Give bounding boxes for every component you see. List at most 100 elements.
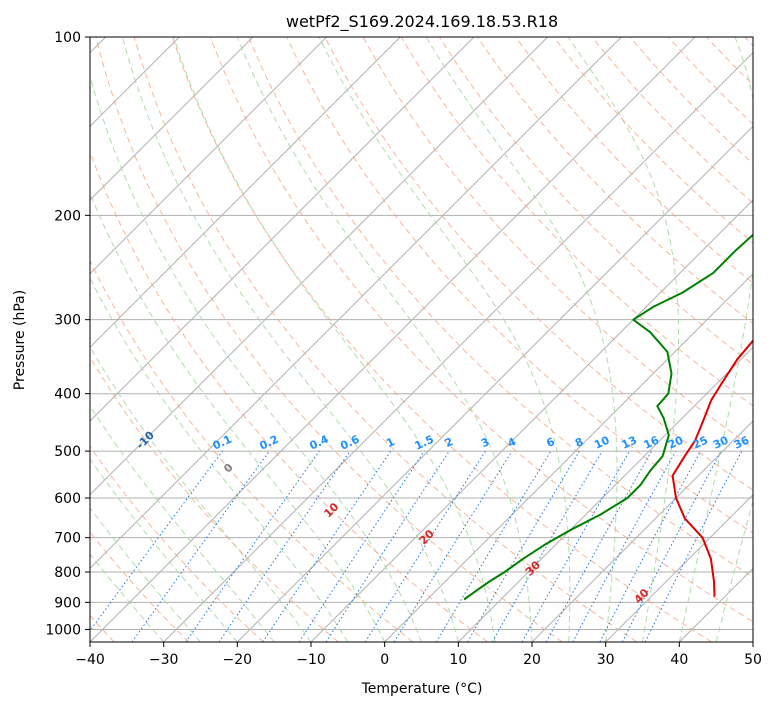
- moist-adiabat-line: [715, 499, 753, 642]
- isotherm-line: [531, 420, 753, 642]
- mixing-ratio-label: 20: [666, 433, 686, 451]
- dry-adiabat-label: 0: [221, 461, 236, 476]
- isotherm-line: [90, 37, 475, 422]
- isotherm-line: [605, 493, 753, 642]
- x-axis-label: Temperature (°C): [361, 681, 483, 697]
- moist-adiabat-line: [90, 507, 201, 642]
- mixing-ratio-label: 10: [592, 433, 612, 451]
- y-tick-label: 500: [54, 444, 81, 460]
- mixing-ratio-line: [298, 450, 425, 642]
- moist-adiabats: [90, 37, 753, 642]
- y-tick-label: 900: [54, 595, 81, 611]
- contour-labels: -100-90-80-70-60-50-40-30-20-10010203040…: [134, 428, 752, 606]
- dry-adiabat-line: [515, 37, 753, 284]
- moist-adiabat-line: [90, 74, 422, 642]
- x-tick-label: 10: [449, 652, 467, 668]
- y-tick-label: 600: [54, 491, 81, 507]
- mixing-ratio-label: 0.4: [307, 432, 330, 452]
- dry-adiabat-line: [90, 531, 190, 642]
- mixing-ratio-line: [599, 450, 701, 642]
- x-tick-label: 30: [597, 652, 615, 668]
- isotherm-line: [384, 272, 753, 642]
- mixing-ratio-label: 1: [384, 435, 396, 450]
- chart-title: wetPf2_S169.2024.169.18.53.R18: [286, 12, 558, 32]
- isotherm-line: [310, 199, 753, 642]
- y-axis-label: Pressure (hPa): [12, 290, 28, 390]
- mixing-ratio-line: [644, 450, 743, 642]
- mixing-ratio-line: [325, 450, 450, 642]
- mixing-ratio-label: 16: [642, 433, 662, 451]
- dry-adiabat-line: [668, 37, 753, 125]
- mixing-ratio-lines: [90, 450, 743, 642]
- dry-adiabat-line: [248, 37, 753, 578]
- y-tick-label: 800: [54, 565, 81, 581]
- dewpoint-line: [463, 233, 753, 601]
- dry-adiabat-line: [362, 37, 753, 449]
- dry-adiabat-label: 20: [417, 527, 437, 547]
- mixing-ratio-label: 13: [620, 434, 639, 452]
- isotherm-line: [90, 37, 401, 349]
- dry-adiabat-line: [400, 37, 753, 407]
- moist-adiabat-line: [90, 276, 349, 642]
- moist-adiabat-line: [90, 345, 312, 642]
- mixing-ratio-label: 30: [711, 433, 731, 451]
- mixing-ratio-label: 36: [732, 433, 752, 451]
- moist-adiabat-line: [318, 37, 571, 642]
- y-tick-label: 400: [54, 387, 81, 403]
- x-axis-ticks: −40 −30 −20 −10 0 10 20 30 40 50: [75, 642, 762, 668]
- x-tick-label: 40: [670, 652, 688, 668]
- isotherm-line: [90, 37, 549, 496]
- mixing-ratio-line: [521, 450, 630, 642]
- isotherm-line: [163, 51, 753, 642]
- grid-lines: [90, 37, 753, 642]
- isotherm-line: [90, 37, 696, 642]
- isotherm-line: [752, 641, 753, 642]
- x-tick-label: −30: [149, 652, 179, 668]
- plot-area: -100-90-80-70-60-50-40-30-20-10010203040…: [90, 37, 753, 642]
- mixing-ratio-line: [467, 450, 580, 642]
- mixing-ratio-label: 0.2: [257, 433, 280, 453]
- isotherm-line: [236, 125, 753, 642]
- mixing-ratio-label: 0.1: [211, 433, 234, 453]
- x-tick-label: 50: [744, 652, 762, 668]
- dry-adiabat-line: [171, 37, 712, 642]
- dry-adiabat-line: [706, 37, 753, 86]
- isotherm-line: [678, 567, 753, 642]
- moist-adiabat-line: [567, 37, 679, 642]
- dry-adiabats: [90, 37, 753, 642]
- moist-adiabat-line: [678, 37, 753, 642]
- moist-adiabat-line: [90, 405, 275, 642]
- dry-adiabat-label: 30: [523, 558, 543, 578]
- temperature-line: [671, 339, 753, 597]
- dry-adiabat-line: [477, 37, 753, 325]
- moist-adiabat-line: [90, 458, 238, 642]
- mixing-ratio-label: 4: [506, 435, 519, 450]
- moist-adiabat-line: [425, 37, 618, 642]
- x-tick-label: −20: [223, 652, 253, 668]
- mixing-ratio-line: [262, 450, 392, 642]
- mixing-ratio-line: [90, 450, 223, 632]
- x-tick-label: −40: [75, 652, 105, 668]
- moist-adiabat-line: [236, 37, 533, 642]
- sounding-series: [463, 233, 753, 601]
- mixing-ratio-label: 3: [479, 435, 491, 450]
- dry-adiabat-line: [629, 37, 753, 165]
- dry-adiabat-line: [90, 356, 339, 642]
- x-tick-label: 0: [380, 652, 389, 668]
- mixing-ratio-label: 25: [691, 434, 710, 452]
- dry-adiabat-line: [324, 37, 753, 491]
- moist-adiabat-line: [173, 37, 496, 642]
- x-tick-label: −10: [296, 652, 326, 668]
- dry-adiabat-line: [90, 259, 414, 642]
- y-tick-label: 700: [54, 531, 81, 547]
- dry-adiabat-line: [744, 37, 753, 47]
- isotherm-line: [90, 37, 254, 201]
- mixing-ratio-line: [218, 450, 351, 642]
- dry-adiabat-label: 40: [632, 586, 652, 606]
- mixing-ratio-line: [185, 450, 320, 642]
- mixing-ratio-label: 0.6: [338, 432, 361, 452]
- moist-adiabat-line: [121, 37, 459, 642]
- dry-adiabat-line: [90, 445, 264, 642]
- plot-frame: [89, 36, 754, 643]
